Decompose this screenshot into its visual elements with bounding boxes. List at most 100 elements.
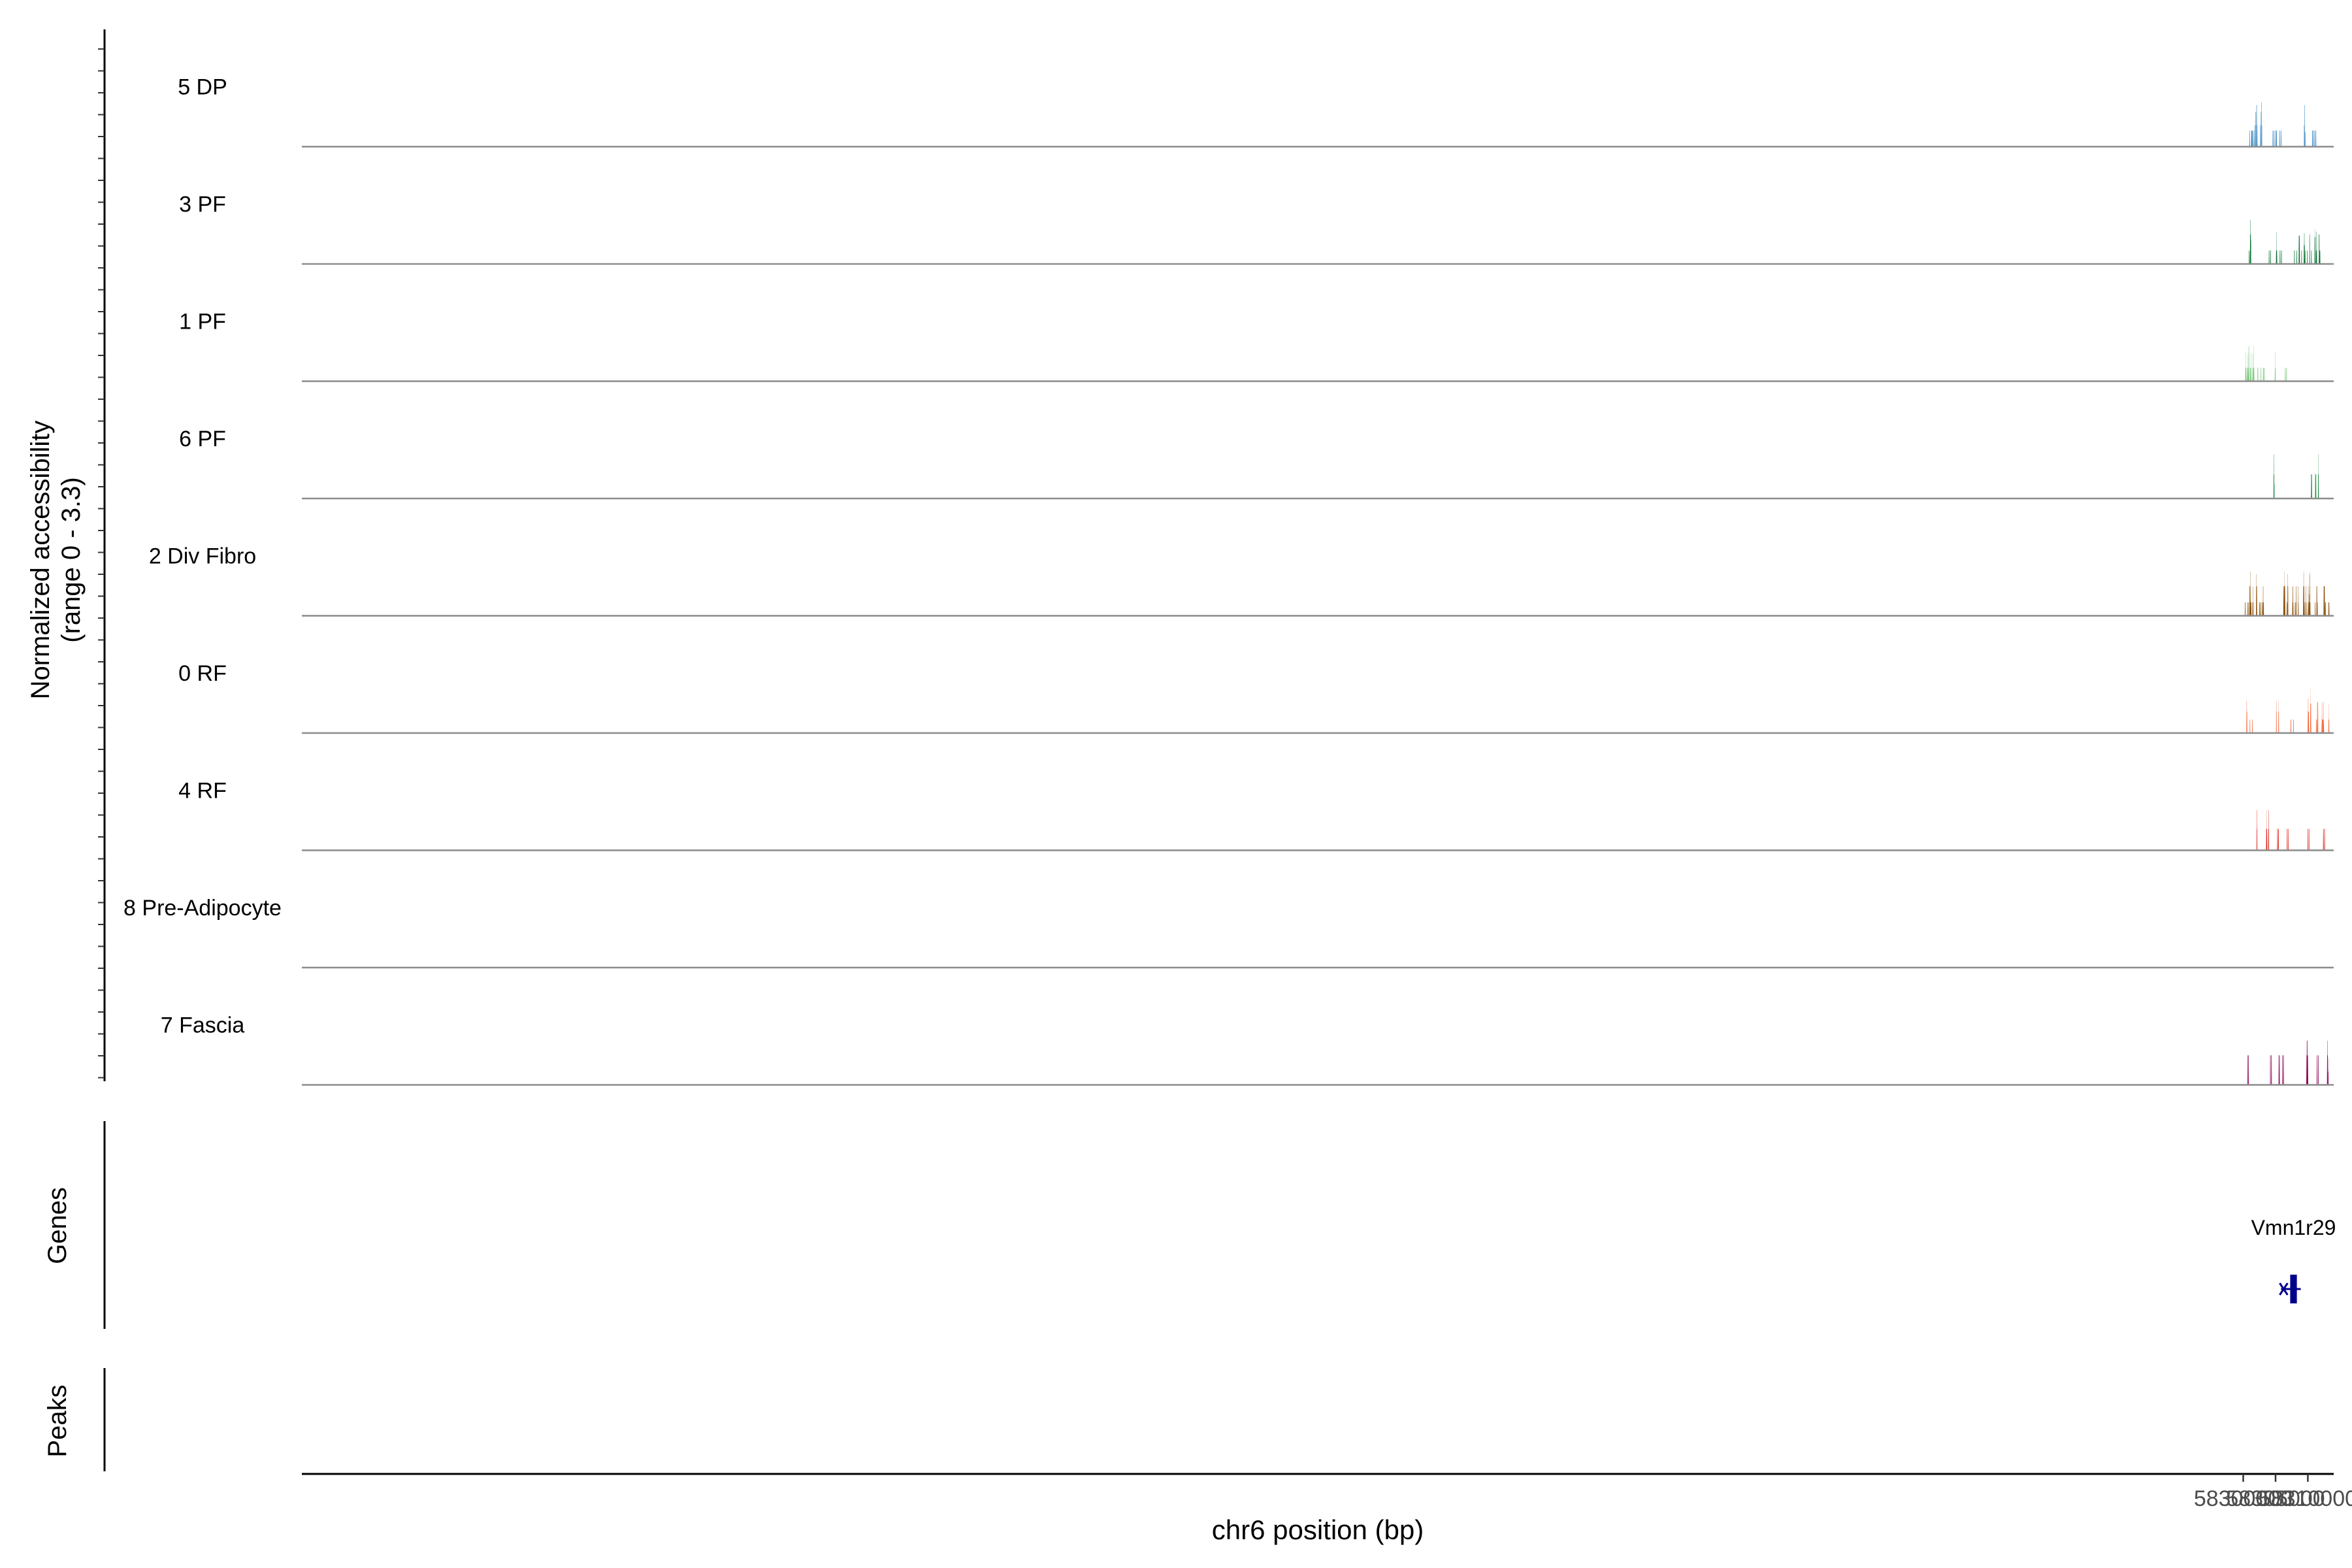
coverage-peak — [2315, 474, 2316, 498]
track-peaks — [2247, 1040, 2329, 1085]
coverage-peak — [2274, 130, 2275, 147]
coverage-peak — [2304, 125, 2305, 147]
coverage-peak — [2277, 828, 2278, 851]
coverage-peak — [2282, 1055, 2283, 1085]
track-5: 0 RF — [178, 661, 2334, 734]
coverage-peak — [2293, 719, 2294, 733]
coverage-peak — [2279, 130, 2280, 147]
track-7: 8 Pre-Adipocyte — [123, 896, 2334, 969]
coverage-peak — [2247, 602, 2248, 616]
coverage-peak — [2319, 250, 2321, 264]
y-axis-label-line2: (range 0 - 3.3) — [57, 477, 86, 642]
track-peaks — [2249, 220, 2321, 264]
coverage-peak — [2253, 130, 2255, 147]
coverage-peak — [2271, 1055, 2272, 1085]
coverage-peak — [2253, 367, 2255, 382]
track-label: 8 Pre-Adipocyte — [123, 896, 282, 921]
coverage-peak — [2249, 130, 2250, 147]
coverage-peak — [2296, 250, 2297, 264]
coverage-peak — [2281, 250, 2282, 264]
track-label: 1 PF — [179, 310, 226, 335]
x-tick-label: 58305000 — [2226, 1486, 2325, 1511]
track-peaks — [2246, 689, 2330, 733]
coverage-peak — [2312, 130, 2313, 147]
genes-track-label: Genes — [43, 1187, 72, 1264]
coverage-peak — [2308, 828, 2310, 851]
coverage-peak — [2278, 828, 2279, 851]
coverage-peak — [2308, 586, 2309, 616]
y-axis-label-line1: Normalized accessibility — [26, 421, 55, 700]
coverage-peak — [2274, 483, 2275, 498]
track-0: 5 DP — [178, 75, 2334, 148]
coverage-peak — [2305, 586, 2306, 616]
coverage-peak — [2251, 130, 2253, 147]
coverage-peak — [2315, 130, 2317, 147]
x-axis-label: chr6 position (bp) — [1212, 1514, 1424, 1545]
track-6: 4 RF — [178, 779, 2334, 851]
track-peaks — [2244, 571, 2330, 616]
coverage-peak — [2262, 367, 2264, 382]
coverage-peak — [2244, 602, 2246, 616]
coverage-peak — [2250, 571, 2251, 616]
track-peaks — [2273, 454, 2319, 498]
coverage-peak — [2308, 698, 2309, 733]
coverage-peak — [2279, 1055, 2280, 1085]
coverage-peak — [2317, 1055, 2319, 1085]
coverage-peak — [2252, 719, 2253, 733]
coverage-peak — [2279, 250, 2281, 264]
coverage-peak — [2257, 125, 2258, 147]
coverage-peak — [2270, 1055, 2271, 1085]
coverage-peak — [2248, 602, 2249, 616]
track-4: 2 Div Fibro — [149, 544, 2334, 617]
coverage-peak — [2327, 1040, 2328, 1085]
coverage-peak — [2307, 250, 2308, 264]
coverage-peak — [2315, 250, 2317, 264]
coverage-peak — [2283, 1055, 2284, 1085]
x-tick-label: 58310000 — [2259, 1486, 2352, 1511]
gene-strand-arrow — [2279, 1282, 2289, 1296]
track-label: 2 Div Fibro — [149, 544, 256, 569]
coverage-peak — [2259, 602, 2261, 616]
coverage-peak — [2261, 102, 2262, 147]
coverage-peak — [2313, 130, 2314, 147]
track-label: 4 RF — [178, 779, 227, 804]
track-2: 1 PF — [179, 310, 2334, 382]
track-8: 7 Fascia — [161, 1013, 2334, 1086]
coverage-peak — [2276, 700, 2277, 733]
track-label: 5 DP — [178, 75, 227, 100]
track-peaks — [2245, 346, 2287, 382]
coverage-peak — [2306, 1040, 2308, 1085]
coverage-y-ticks — [98, 48, 105, 1079]
coverage-peak — [2301, 250, 2302, 264]
coverage-peak — [2288, 828, 2289, 851]
coverage-peak — [2317, 702, 2319, 733]
coverage-peak — [2286, 367, 2287, 382]
coverage-peak — [2323, 828, 2324, 851]
coverage-peak — [2250, 220, 2251, 264]
coverage-peak — [2304, 250, 2306, 264]
track-label: 0 RF — [178, 661, 227, 686]
track-1: 3 PF — [179, 192, 2334, 265]
coverage-peak — [2270, 250, 2271, 264]
coverage-peak — [2249, 719, 2251, 733]
coverage-peak — [2315, 474, 2317, 498]
coverage-peak — [2250, 602, 2252, 616]
track-label: 3 PF — [179, 192, 226, 217]
coverage-tracks: 5 DP 3 PF 1 PF 6 PF 2 Div Fibro 0 RF 4 RF 8 Pre… — [123, 75, 2334, 1086]
coverage-peak — [2272, 130, 2274, 147]
track-label: 6 PF — [179, 427, 226, 451]
track-3: 6 PF — [179, 427, 2334, 500]
coverage-peak — [2248, 1055, 2249, 1085]
coverage-peak — [2304, 131, 2306, 147]
coverage-peak — [2311, 474, 2312, 498]
gene-annotations: Vmn1r29 — [2251, 1216, 2336, 1303]
coverage-peak — [2304, 245, 2305, 264]
coverage-peak — [2304, 105, 2305, 147]
coverage-peak — [2283, 586, 2285, 616]
peaks-track-label: Peaks — [43, 1384, 72, 1457]
coverage-peak — [2323, 586, 2325, 616]
track-peaks — [2249, 102, 2317, 147]
coverage-peak — [2298, 235, 2300, 264]
coverage-peak — [2260, 125, 2261, 147]
